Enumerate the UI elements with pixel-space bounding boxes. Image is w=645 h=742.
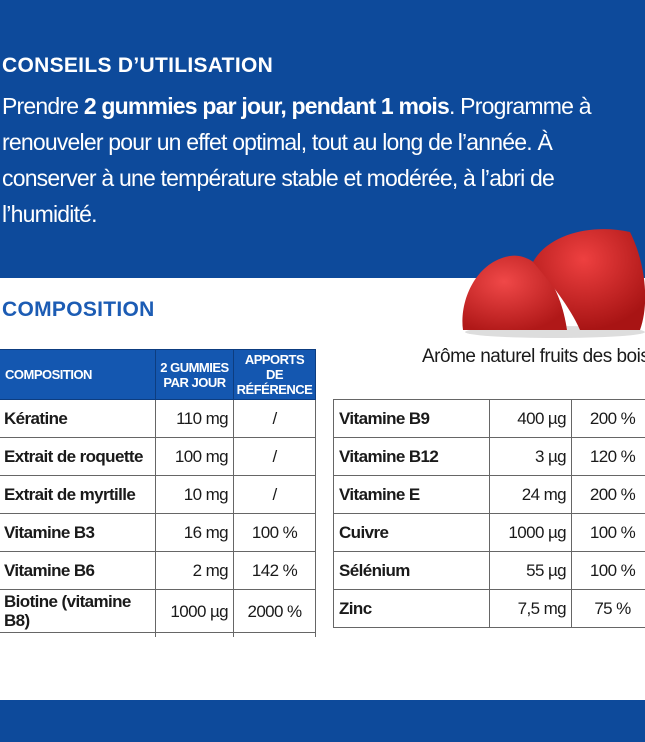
- reference-value: /: [233, 399, 316, 438]
- header-reference: APPORTS DE RÉFÉRENCE: [233, 349, 316, 400]
- dose-value: 55 µg: [489, 551, 572, 590]
- usage-text-intro: Prendre: [2, 93, 84, 119]
- usage-text-part1: . Programme à: [449, 93, 592, 119]
- table-row: Cuivre 1000 µg 100 %: [333, 513, 645, 552]
- header-composition: COMPOSITION: [0, 349, 156, 400]
- nutrient-name: Vitamine B3: [0, 513, 156, 552]
- nutrient-name: Cuivre: [333, 513, 490, 552]
- gummy-image: [462, 229, 645, 338]
- reference-value: 200 %: [571, 475, 645, 514]
- reference-value: 120 %: [571, 437, 645, 476]
- usage-text-dose: 2 gummies par jour, pendant 1 mois: [83, 93, 450, 119]
- table-row: Vitamine B6 2 mg 142 %: [0, 551, 316, 590]
- table-row: Vitamine E 24 mg 200 %: [333, 475, 645, 514]
- dose-value: 100 mg: [155, 437, 234, 476]
- header-dose: 2 GUMMIES PAR JOUR: [155, 349, 234, 400]
- reference-value: 2000 %: [233, 589, 316, 633]
- nutrient-name: Vitamine B12: [333, 437, 490, 476]
- table-row: Biotine (vitamine B8) 1000 µg 2000 %: [0, 589, 316, 633]
- nutrient-name: Vitamine B9: [333, 399, 490, 438]
- composition-table-right: Vitamine B9 400 µg 200 % Vitamine B12 3 µg 12…: [333, 399, 645, 628]
- dose-value: 1000 µg: [489, 513, 572, 552]
- reference-value: 200 %: [571, 399, 645, 438]
- table-row: Vitamine B12 3 µg 120 %: [333, 437, 645, 476]
- nutrient-name: Extrait de myrtille: [0, 475, 156, 514]
- table-row: Vitamine B3 16 mg 100 %: [0, 513, 316, 552]
- table-row: Extrait de roquette 100 mg /: [0, 437, 316, 476]
- usage-text: Prendre 2 gummies par jour, pendant 1 mo…: [2, 88, 642, 232]
- dose-value: 16 mg: [155, 513, 234, 552]
- table-row: Sélénium 55 µg 100 %: [333, 551, 645, 590]
- dose-value: 2 mg: [155, 551, 234, 590]
- dose-value: 7,5 mg: [489, 589, 572, 628]
- nutrient-name: Biotine (vitamine B8): [0, 589, 156, 633]
- dose-value: 10 mg: [155, 475, 234, 514]
- table-row: Kératine 110 mg /: [0, 399, 316, 438]
- usage-text-part3: à une température stable et modérée, à l…: [2, 165, 555, 227]
- footer-band: [0, 700, 645, 742]
- nutrient-name: Extrait de roquette: [0, 437, 156, 476]
- reference-value: 100 %: [233, 513, 316, 552]
- dose-value: 400 µg: [489, 399, 572, 438]
- nutrient-name: Vitamine E: [333, 475, 490, 514]
- composition-title: COMPOSITION: [2, 298, 155, 321]
- composition-table-left: COMPOSITION 2 GUMMIES PAR JOUR APPORTS D…: [0, 349, 316, 637]
- table-row: Extrait de myrtille 10 mg /: [0, 475, 316, 514]
- usage-section: CONSEILS D’UTILISATION Prendre 2 gummies…: [0, 0, 645, 278]
- flavor-label: Arôme naturel fruits des bois: [422, 346, 645, 367]
- usage-text-part2: renouveler pour un effet optimal, tout a…: [2, 129, 553, 191]
- reference-value: 75 %: [571, 589, 645, 628]
- nutrient-name: Vitamine B6: [0, 551, 156, 590]
- dose-value: 3 µg: [489, 437, 572, 476]
- dose-value: 1000 µg: [155, 589, 234, 633]
- nutrient-name: Kératine: [0, 399, 156, 438]
- nutrient-name: Sélénium: [333, 551, 490, 590]
- reference-value: 100 %: [571, 551, 645, 590]
- table-header: COMPOSITION 2 GUMMIES PAR JOUR APPORTS D…: [0, 349, 316, 400]
- table-row: Vitamine B9 400 µg 200 %: [333, 399, 645, 438]
- table-row: Zinc 7,5 mg 75 %: [333, 589, 645, 628]
- dose-value: 110 mg: [155, 399, 234, 438]
- reference-value: /: [233, 475, 316, 514]
- usage-title: CONSEILS D’UTILISATION: [2, 54, 274, 77]
- dose-value: 24 mg: [489, 475, 572, 514]
- reference-value: 142 %: [233, 551, 316, 590]
- nutrient-name: Zinc: [333, 589, 490, 628]
- reference-value: 100 %: [571, 513, 645, 552]
- reference-value: /: [233, 437, 316, 476]
